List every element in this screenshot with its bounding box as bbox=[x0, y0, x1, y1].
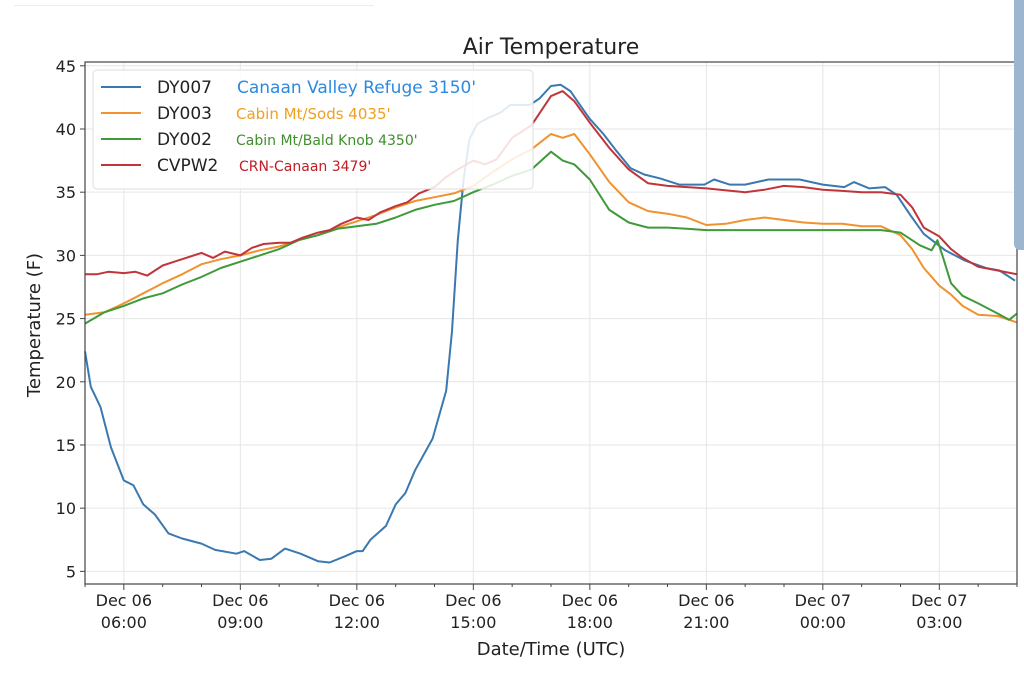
x-tick-label-time: 03:00 bbox=[916, 613, 962, 632]
y-tick-label: 30 bbox=[56, 246, 76, 265]
legend-code: DY002 bbox=[157, 130, 212, 150]
y-tick-label: 20 bbox=[56, 373, 76, 392]
x-tick-label-date: Dec 06 bbox=[329, 591, 385, 610]
x-tick-label-date: Dec 07 bbox=[795, 591, 851, 610]
x-tick-label-time: 21:00 bbox=[683, 613, 729, 632]
legend-code: CVPW2 bbox=[157, 156, 218, 176]
y-tick-label: 5 bbox=[66, 562, 76, 581]
x-tick-label-time: 00:00 bbox=[800, 613, 846, 632]
x-tick-label-time: 18:00 bbox=[567, 613, 613, 632]
x-tick-label-date: Dec 06 bbox=[678, 591, 734, 610]
series-line-dy002 bbox=[84, 150, 1018, 325]
legend-box bbox=[92, 69, 534, 190]
x-tick-label-date: Dec 07 bbox=[911, 591, 967, 610]
y-axis-ticks: 5 10 15 20 25 30 35 40 45 bbox=[56, 57, 85, 581]
x-tick-label-date: Dec 06 bbox=[445, 591, 501, 610]
y-axis-label: Temperature (F) bbox=[24, 253, 45, 398]
legend-station-name: Cabin Mt/Bald Knob 4350' bbox=[236, 133, 418, 149]
y-tick-label: 10 bbox=[56, 499, 76, 518]
legend: DY007 Canaan Valley Refuge 3150' DY003 Cabi… bbox=[92, 69, 534, 190]
y-tick-label: 35 bbox=[56, 183, 76, 202]
x-tick-label-time: 06:00 bbox=[101, 613, 147, 632]
legend-station-name: Cabin Mt/Sods 4035' bbox=[236, 105, 391, 123]
y-tick-label: 40 bbox=[56, 120, 76, 139]
legend-code: DY003 bbox=[157, 104, 212, 124]
x-tick-label-time: 12:00 bbox=[334, 613, 380, 632]
y-tick-label: 45 bbox=[56, 57, 76, 76]
x-axis-label: Date/Time (UTC) bbox=[477, 639, 626, 660]
x-tick-label-date: Dec 06 bbox=[562, 591, 618, 610]
top-divider bbox=[14, 5, 374, 6]
x-tick-label-time: 09:00 bbox=[217, 613, 263, 632]
scrollbar-edge[interactable] bbox=[1014, 0, 1024, 250]
legend-station-name: Canaan Valley Refuge 3150' bbox=[237, 78, 476, 98]
x-tick-label-date: Dec 06 bbox=[96, 591, 152, 610]
x-tick-label-time: 15:00 bbox=[450, 613, 496, 632]
y-tick-label: 25 bbox=[56, 310, 76, 329]
legend-station-name: CRN-Canaan 3479' bbox=[239, 159, 371, 175]
y-tick-label: 15 bbox=[56, 436, 76, 455]
x-axis-ticks: Dec 06 06:00 Dec 06 09:00 Dec 06 12:00 Dec 06 1… bbox=[84, 584, 1018, 632]
x-tick-label-date: Dec 06 bbox=[212, 591, 268, 610]
legend-code: DY007 bbox=[157, 78, 212, 98]
chart-title: Air Temperature bbox=[463, 35, 640, 60]
